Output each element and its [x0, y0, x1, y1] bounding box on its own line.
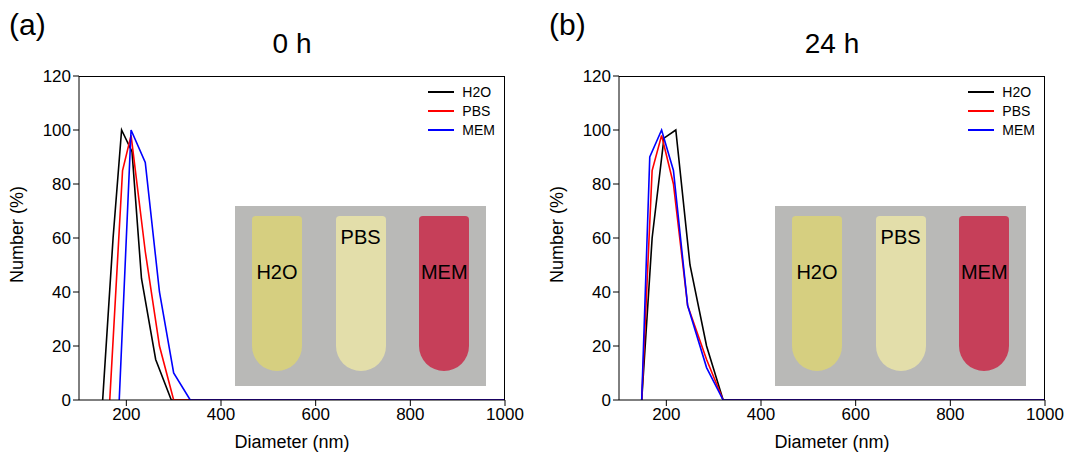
svg-text:20: 20 — [592, 337, 611, 356]
svg-text:400: 400 — [207, 405, 235, 424]
html-text:H2O: H2O — [796, 260, 838, 283]
svg-text:1000: 1000 — [1026, 405, 1064, 424]
html-text:0 h: 0 h — [272, 28, 312, 59]
svg-text:0: 0 — [62, 391, 71, 410]
svg-text:120: 120 — [43, 67, 71, 86]
svg-text:400: 400 — [747, 405, 775, 424]
html-text:PBS: PBS — [340, 225, 381, 248]
html-text:H2O: H2O — [1002, 83, 1032, 100]
svg-text:120: 120 — [583, 67, 611, 86]
svg-text:40: 40 — [592, 283, 611, 302]
svg-text:80: 80 — [52, 175, 71, 194]
html-text:PBS: PBS — [1002, 102, 1031, 119]
svg-text:40: 40 — [52, 283, 71, 302]
html-text:H2O: H2O — [462, 83, 492, 100]
svg-text:800: 800 — [936, 405, 964, 424]
svg-text:Diameter (nm): Diameter (nm) — [774, 432, 889, 452]
svg-text:200: 200 — [652, 405, 680, 424]
svg-text:200: 200 — [112, 405, 140, 424]
svg-text:Diameter (nm): Diameter (nm) — [234, 432, 349, 452]
html-text:PBS: PBS — [880, 225, 921, 248]
svg-text:100: 100 — [43, 121, 71, 140]
svg-text:20: 20 — [52, 337, 71, 356]
svg-text:600: 600 — [301, 405, 329, 424]
html-text:H2O: H2O — [256, 260, 298, 283]
svg-text:Number (%): Number (%) — [7, 186, 27, 283]
svg-text:600: 600 — [841, 405, 869, 424]
html-text:MEM: MEM — [420, 260, 468, 283]
svg-text:800: 800 — [396, 405, 424, 424]
svg-text:60: 60 — [52, 229, 71, 248]
svg-text:0: 0 — [602, 391, 611, 410]
svg-text:1000: 1000 — [486, 405, 524, 424]
svg-text:80: 80 — [592, 175, 611, 194]
html-text:(a): (a) — [9, 8, 46, 41]
svg-text:100: 100 — [583, 121, 611, 140]
svg-text:60: 60 — [592, 229, 611, 248]
html-text:MEM: MEM — [960, 260, 1008, 283]
html-text:MEM: MEM — [1002, 121, 1035, 138]
html-text:MEM: MEM — [462, 121, 495, 138]
html-text:24 h: 24 h — [804, 28, 860, 59]
html-text:PBS: PBS — [462, 102, 491, 119]
html-text:(b): (b) — [549, 8, 586, 41]
svg-text:Number (%): Number (%) — [547, 186, 567, 283]
